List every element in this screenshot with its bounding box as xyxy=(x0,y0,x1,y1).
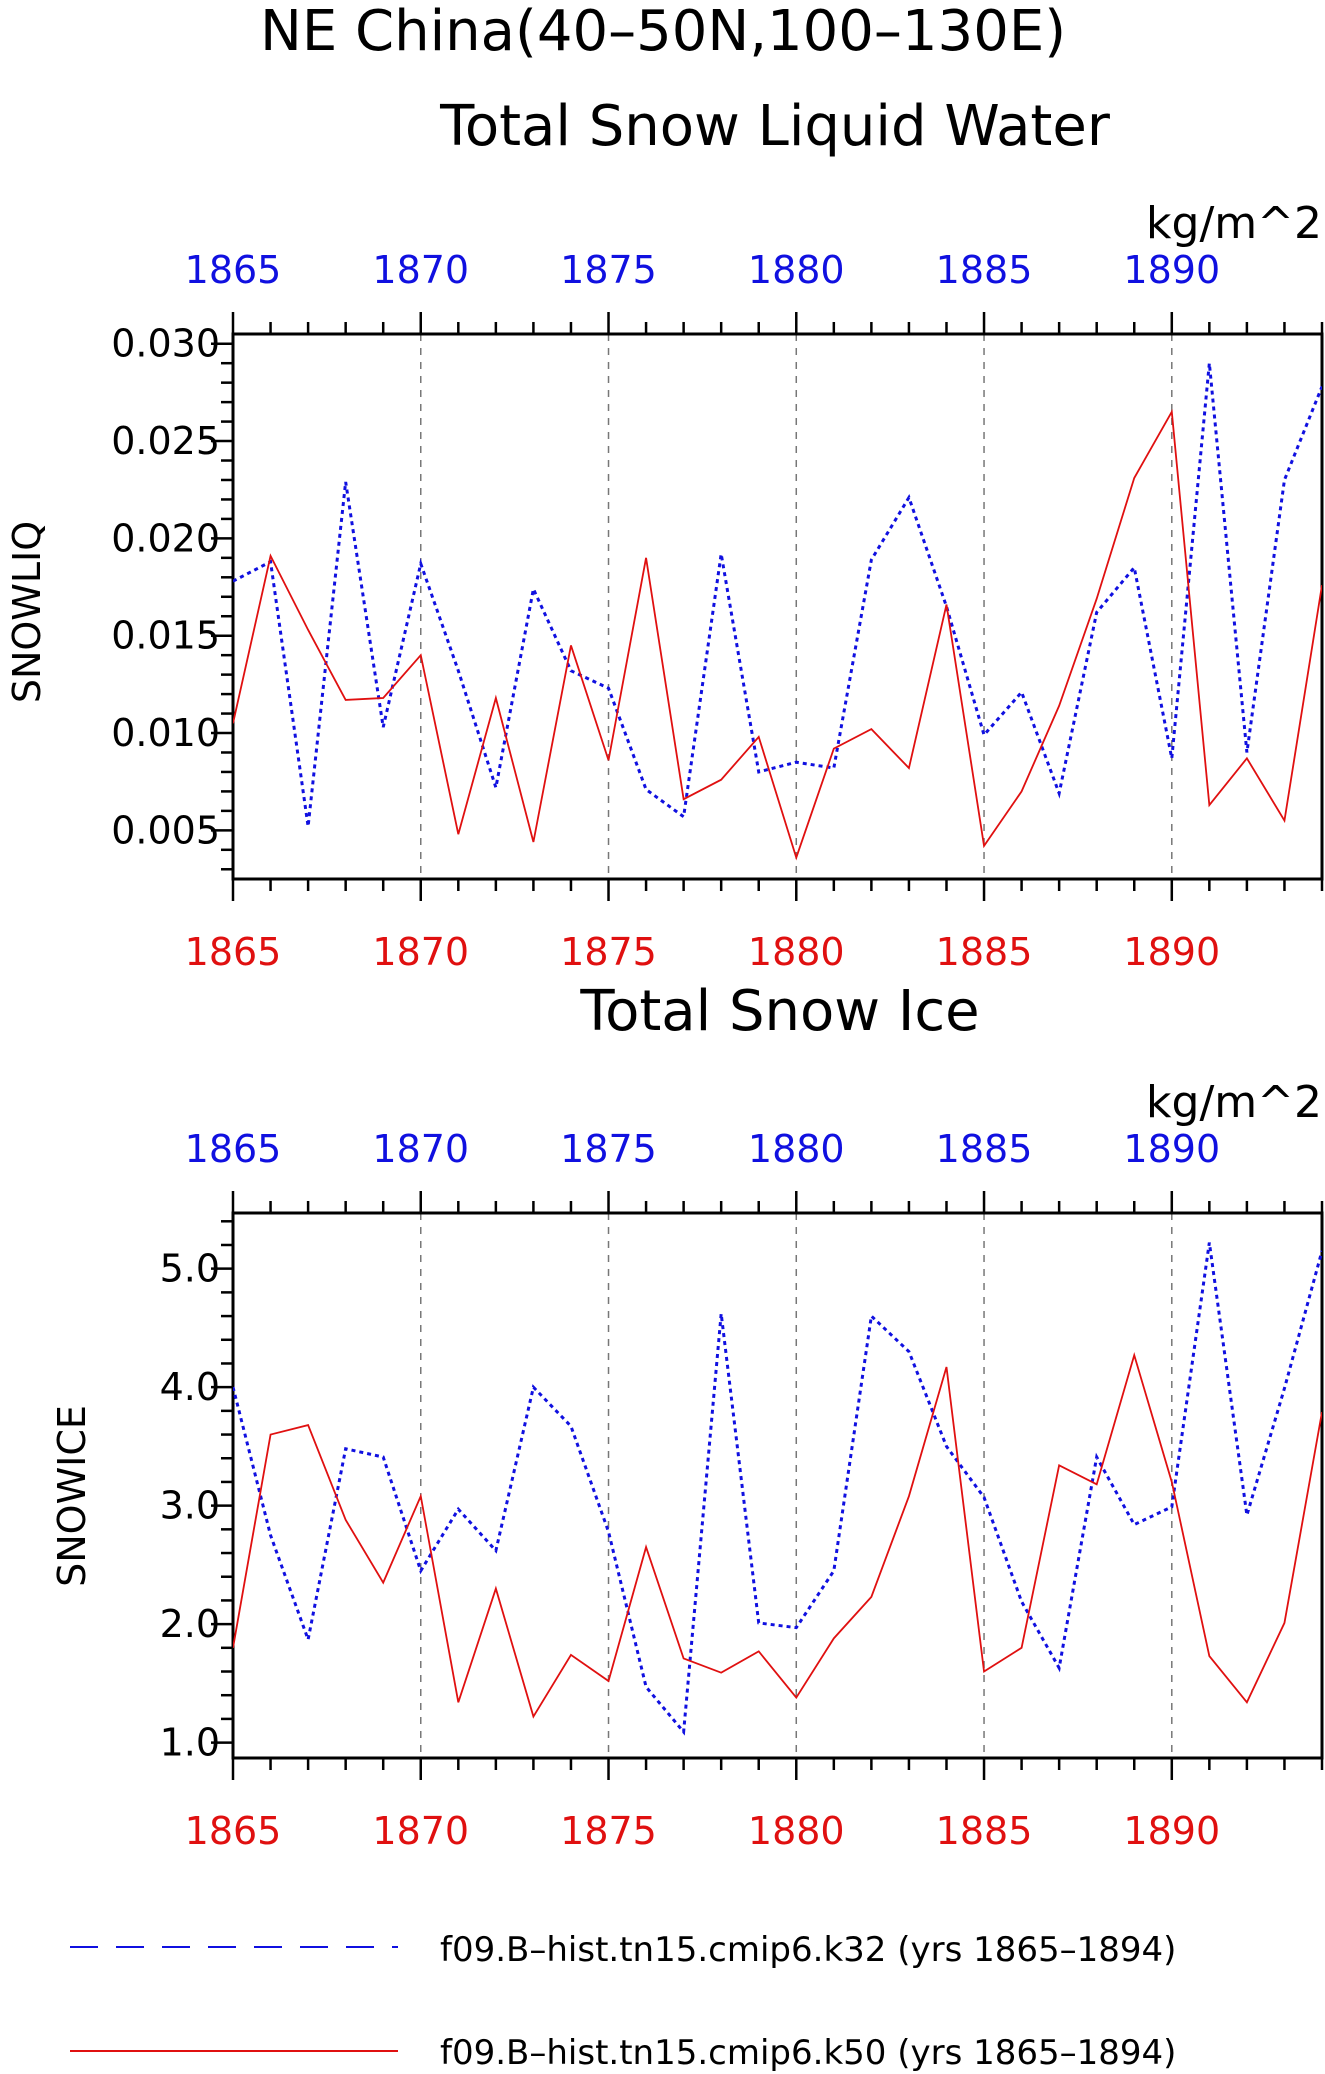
legend: f09.B–hist.tn15.cmip6.k32 (yrs 1865–1894… xyxy=(70,1930,1176,2073)
chart2-xtick-label-bottom: 1870 xyxy=(372,1809,469,1853)
chart1-series-k32-line xyxy=(233,363,1322,827)
legend-k32-label: f09.B–hist.tn15.cmip6.k32 (yrs 1865–1894… xyxy=(440,1930,1176,1970)
chart1-ytick-label: 0.005 xyxy=(111,808,220,852)
figure-title: NE China(40–50N,100–130E) xyxy=(260,0,1066,64)
chart1-xtick-label-bottom: 1890 xyxy=(1123,930,1220,974)
chart2-ytick-label: 2.0 xyxy=(160,1602,220,1646)
chart1-xtick-label-top: 1885 xyxy=(936,248,1033,292)
chart2-xtick-label-top: 1890 xyxy=(1123,1127,1220,1171)
chart2-ytick-label: 4.0 xyxy=(160,1365,220,1409)
chart1-xtick-label-top: 1875 xyxy=(560,248,657,292)
chart1-title: Total Snow Liquid Water xyxy=(439,94,1111,159)
chart1-xtick-label-top: 1890 xyxy=(1123,248,1220,292)
chart1-ytick-label: 0.015 xyxy=(111,614,220,658)
chart2-xtick-label-bottom: 1885 xyxy=(936,1809,1033,1853)
chart2-xtick-label-top: 1865 xyxy=(185,1127,282,1171)
chart2-plot: 1865 1865 1870 1870 1875 1875 1880 1880 1885 1885… xyxy=(160,1127,1324,1853)
chart2-ytick-label: 3.0 xyxy=(160,1484,220,1528)
chart2-frame xyxy=(231,1211,1324,1760)
chart1-xtick-label-top: 1880 xyxy=(748,248,845,292)
chart2-xtick-label-top: 1880 xyxy=(748,1127,845,1171)
chart1-plot: 1865 1865 1870 1870 1875 1875 1880 1880 1885 1885… xyxy=(111,248,1324,974)
chart2-ytick-label: 5.0 xyxy=(160,1247,220,1291)
chart1-xtick-label-bottom: 1875 xyxy=(560,930,657,974)
chart2-xtick-label-bottom: 1865 xyxy=(185,1809,282,1853)
chart1-xtick-label-top: 1865 xyxy=(185,248,282,292)
chart2-ylabel: SNOWICE xyxy=(50,1405,94,1587)
chart2-xtick-label-bottom: 1880 xyxy=(748,1809,845,1853)
chart1-units: kg/m^2 xyxy=(1146,198,1322,249)
chart2-xtick-label-bottom: 1890 xyxy=(1123,1809,1220,1853)
chart1-xtick-label-bottom: 1865 xyxy=(185,930,282,974)
chart1-ytick-label: 0.020 xyxy=(111,516,220,560)
chart2-series-k32-line xyxy=(233,1242,1322,1736)
chart2-ytick-label: 1.0 xyxy=(160,1721,220,1765)
chart2-series-k50-line xyxy=(233,1351,1322,1719)
chart1-ytick-label: 0.025 xyxy=(111,419,220,463)
chart2-xtick-label-bottom: 1875 xyxy=(560,1809,657,1853)
chart1-series-k50-line xyxy=(233,408,1322,861)
chart2-title: Total Snow Ice xyxy=(579,979,979,1044)
chart1-ytick-label: 0.010 xyxy=(111,711,220,755)
chart2-xtick-label-top: 1875 xyxy=(560,1127,657,1171)
legend-k50-label: f09.B–hist.tn15.cmip6.k50 (yrs 1865–1894… xyxy=(440,2033,1176,2073)
chart1-xtick-label-bottom: 1885 xyxy=(936,930,1033,974)
chart2-units: kg/m^2 xyxy=(1146,1077,1322,1128)
chart1-xtick-label-top: 1870 xyxy=(372,248,469,292)
chart1-ytick-label: 0.030 xyxy=(111,322,220,366)
chart1-ylabel: SNOWLIQ xyxy=(5,521,49,703)
chart1-xtick-label-bottom: 1870 xyxy=(372,930,469,974)
chart2-xtick-label-top: 1870 xyxy=(372,1127,469,1171)
chart2-xtick-label-top: 1885 xyxy=(936,1127,1033,1171)
chart1-frame xyxy=(231,332,1324,881)
chart1-xtick-label-bottom: 1880 xyxy=(748,930,845,974)
